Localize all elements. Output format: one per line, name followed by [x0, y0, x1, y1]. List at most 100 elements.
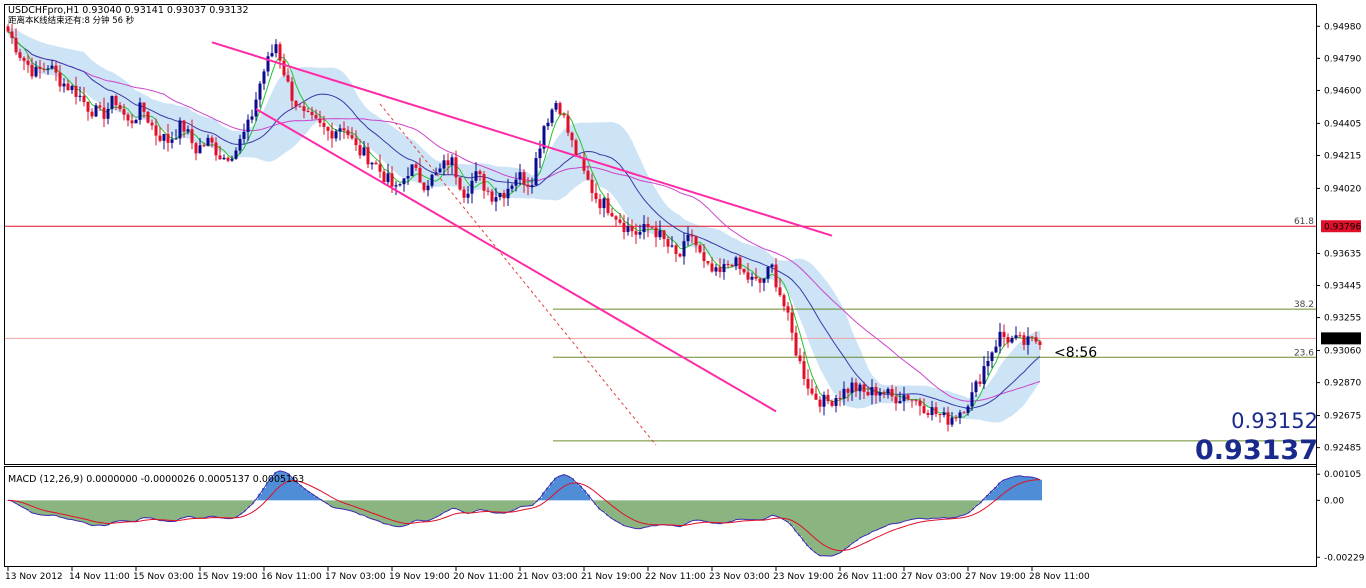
candle-body [82, 95, 86, 102]
macd-histogram-bar [762, 500, 766, 520]
candle-body [938, 414, 942, 416]
candle-body [122, 109, 126, 115]
candle-body [38, 67, 42, 69]
candle-body [378, 164, 382, 172]
macd-histogram-bar [750, 500, 754, 520]
macd-histogram-bar [514, 500, 518, 510]
macd-histogram-bar [262, 488, 266, 501]
candle-body [26, 60, 30, 65]
macd-histogram-bar [1034, 478, 1038, 501]
macd-histogram-bar [1038, 479, 1042, 501]
candle-body [74, 85, 78, 97]
macd-histogram-bar [734, 500, 738, 520]
candle-body [638, 232, 642, 235]
candle-body [694, 236, 698, 246]
candle-body [538, 148, 542, 159]
macd-tick-label: 0.00 [1324, 496, 1344, 506]
candle-body [542, 126, 546, 149]
macd-histogram-bar [702, 500, 706, 522]
macd-axis: 0.00105 0.00 -0.00229 [1316, 470, 1365, 563]
macd-histogram-bar [802, 500, 806, 542]
candle-body [490, 191, 494, 202]
candle-body [658, 230, 662, 238]
macd-histogram-bar [162, 500, 166, 521]
macd-histogram-bar [238, 500, 242, 515]
candle-body [10, 31, 14, 38]
macd-histogram-bar [782, 500, 786, 520]
candle-body [618, 219, 622, 223]
candle-body [714, 267, 718, 272]
macd-histogram-bar [854, 500, 858, 542]
time-tick-label: 15 Nov 19:00 [197, 572, 258, 582]
candle-body [46, 68, 50, 70]
candle-body [606, 198, 610, 214]
candle-body [990, 352, 994, 361]
candle-body [414, 164, 418, 168]
macd-histogram-bar [614, 500, 618, 522]
candle-body [478, 171, 482, 175]
macd-histogram-bar [450, 500, 454, 509]
candle-body [998, 331, 1002, 347]
macd-histogram-bar [38, 500, 42, 515]
macd-histogram-bar [326, 500, 330, 505]
macd-histogram-bar [166, 500, 170, 522]
candle-body [1030, 336, 1034, 338]
candle-body [526, 184, 530, 187]
candle-body [946, 412, 950, 425]
candle-body [310, 111, 314, 116]
candle-body [650, 227, 654, 229]
candle-body [794, 332, 798, 356]
macd-histogram-bar [270, 476, 274, 501]
candle-body [706, 261, 710, 264]
macd-histogram-bar [130, 500, 134, 522]
time-tick-label: 14 Nov 11:00 [69, 572, 130, 582]
macd-histogram-bar [334, 500, 338, 509]
macd-histogram-bar [46, 500, 50, 516]
macd-histogram-bar [142, 500, 146, 518]
candle-body [566, 115, 570, 133]
candle-body [174, 138, 178, 140]
macd-histogram-bar [546, 487, 550, 501]
macd-histogram-bar [518, 500, 522, 507]
macd-histogram-bar [774, 500, 778, 517]
macd-histogram-bar [998, 482, 1002, 501]
candle-body [1006, 337, 1010, 343]
candle-body [18, 52, 22, 58]
macd-histogram-bar [214, 500, 218, 517]
candle-body [78, 95, 82, 97]
band-fill [8, 28, 1040, 423]
macd-title: MACD (12,26,9) 0.0000000 -0.0000026 0.00… [8, 474, 304, 485]
trend-lines[interactable] [211, 41, 833, 446]
macd-histogram-bar [386, 500, 390, 525]
candle-body [674, 245, 678, 254]
candle-body [798, 355, 802, 362]
candle-body [746, 272, 750, 280]
macd-histogram-bar [1030, 477, 1034, 501]
candle-body [218, 155, 222, 160]
macd-histogram-bar [282, 471, 286, 501]
candle-body [498, 192, 502, 198]
candle-body [110, 96, 114, 109]
macd-histogram-bar [222, 500, 226, 519]
candle-body [978, 381, 982, 384]
candle-body [786, 306, 790, 313]
candle-body [950, 417, 954, 425]
macd-histogram-bar [426, 500, 430, 521]
dashed-trend-line [379, 103, 657, 446]
candle-body [802, 361, 806, 379]
macd-histogram-bar [638, 500, 642, 529]
candle-body [222, 157, 226, 160]
macd-histogram-bar [138, 500, 142, 519]
macd-histogram-bar [382, 500, 386, 524]
candle-body [362, 147, 366, 156]
macd-histogram-bar [18, 500, 22, 506]
candle-body [1034, 337, 1038, 342]
candle-body [698, 245, 702, 253]
candle-body [602, 198, 606, 209]
macd-histogram-bar [478, 500, 482, 510]
macd-histogram-bar [994, 487, 998, 501]
candle-body [634, 231, 638, 235]
macd-histogram-bar [574, 482, 578, 501]
candle-body [506, 188, 510, 199]
